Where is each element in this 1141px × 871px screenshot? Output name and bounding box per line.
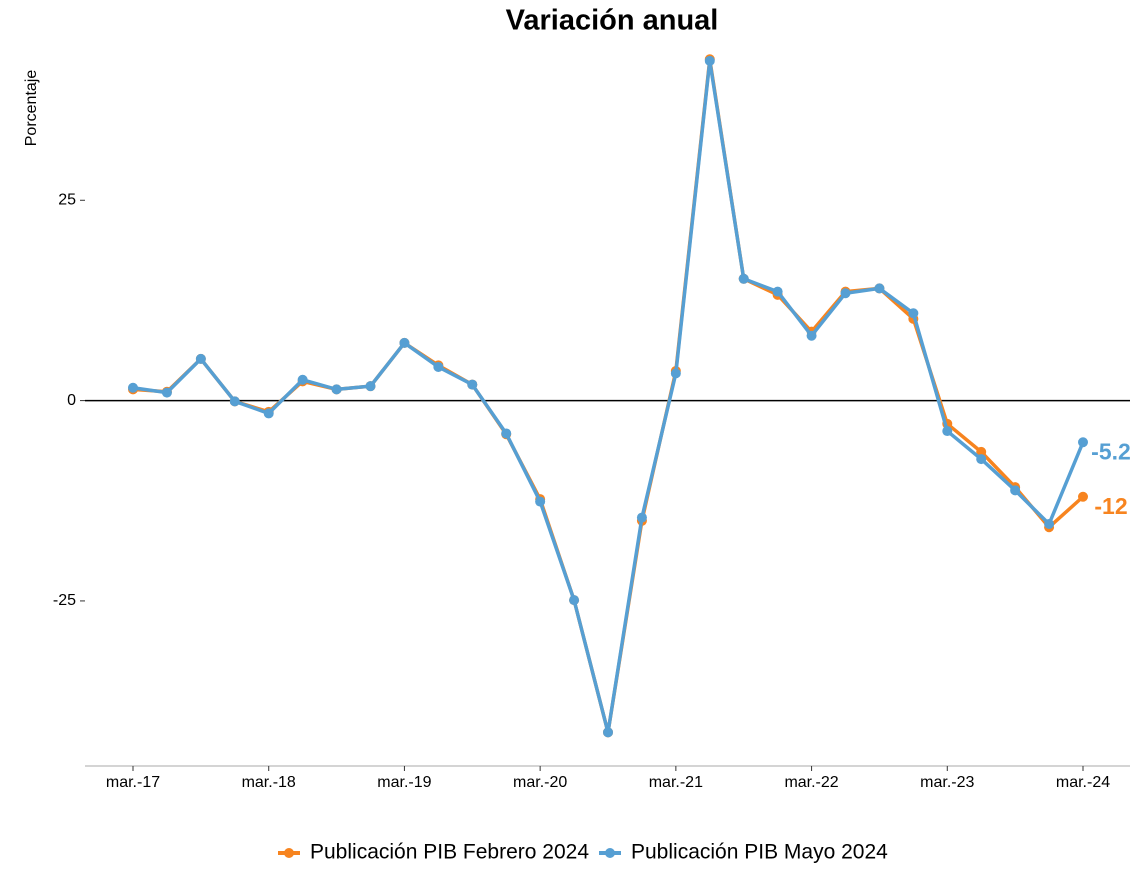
y-axis-label: Porcentaje: [23, 70, 40, 147]
legend-label: Publicación PIB Febrero 2024: [310, 841, 589, 864]
point: [976, 446, 987, 457]
point: [195, 353, 206, 364]
x-tick-label: mar.-18: [242, 774, 296, 791]
point: [942, 426, 953, 437]
x-tick-label: mar.-21: [649, 774, 703, 791]
x-tick-label: mar.-17: [106, 774, 160, 791]
point: [908, 308, 919, 319]
data-label: -5.2: [1091, 438, 1131, 464]
point: [297, 374, 308, 385]
point: [535, 496, 546, 507]
legend-swatch-dot: [605, 848, 615, 858]
x-tick-label: mar.-22: [784, 774, 838, 791]
data-label: -12: [1094, 493, 1127, 519]
point: [501, 428, 512, 439]
x-tick-label: mar.-24: [1056, 774, 1110, 791]
legend: Publicación PIB Febrero 2024 Publicación …: [278, 841, 888, 864]
point: [670, 368, 681, 379]
point: [433, 361, 444, 372]
point: [331, 384, 342, 395]
point: [636, 512, 647, 523]
series-line: [132, 57, 1085, 735]
point: [976, 454, 987, 465]
series-line: [132, 59, 1085, 735]
point: [874, 283, 885, 294]
point: [772, 286, 783, 297]
point: [806, 330, 817, 341]
point: [1044, 519, 1055, 529]
point: [161, 387, 172, 398]
point: [128, 382, 138, 393]
point: [1078, 437, 1088, 448]
x-tick-label: mar.-20: [513, 774, 567, 791]
legend-swatch-dot: [284, 848, 294, 858]
point: [738, 273, 749, 284]
y-tick-label: 25: [58, 191, 76, 208]
y-tick-label: -25: [53, 592, 76, 609]
point: [1010, 485, 1021, 496]
point: [365, 381, 376, 392]
point: [263, 408, 274, 419]
point: [569, 595, 580, 606]
point: [603, 727, 613, 738]
x-tick-label: mar.-19: [377, 774, 431, 791]
y-tick-label: 0: [67, 392, 76, 409]
point: [229, 396, 240, 407]
x-tick-label: mar.-23: [920, 774, 974, 791]
chart-title: Variación anual: [506, 5, 719, 37]
point: [1078, 491, 1088, 502]
legend-label: Publicación PIB Mayo 2024: [631, 841, 888, 864]
point: [704, 55, 715, 66]
point: [399, 337, 410, 348]
point: [840, 288, 851, 299]
point: [467, 379, 478, 390]
